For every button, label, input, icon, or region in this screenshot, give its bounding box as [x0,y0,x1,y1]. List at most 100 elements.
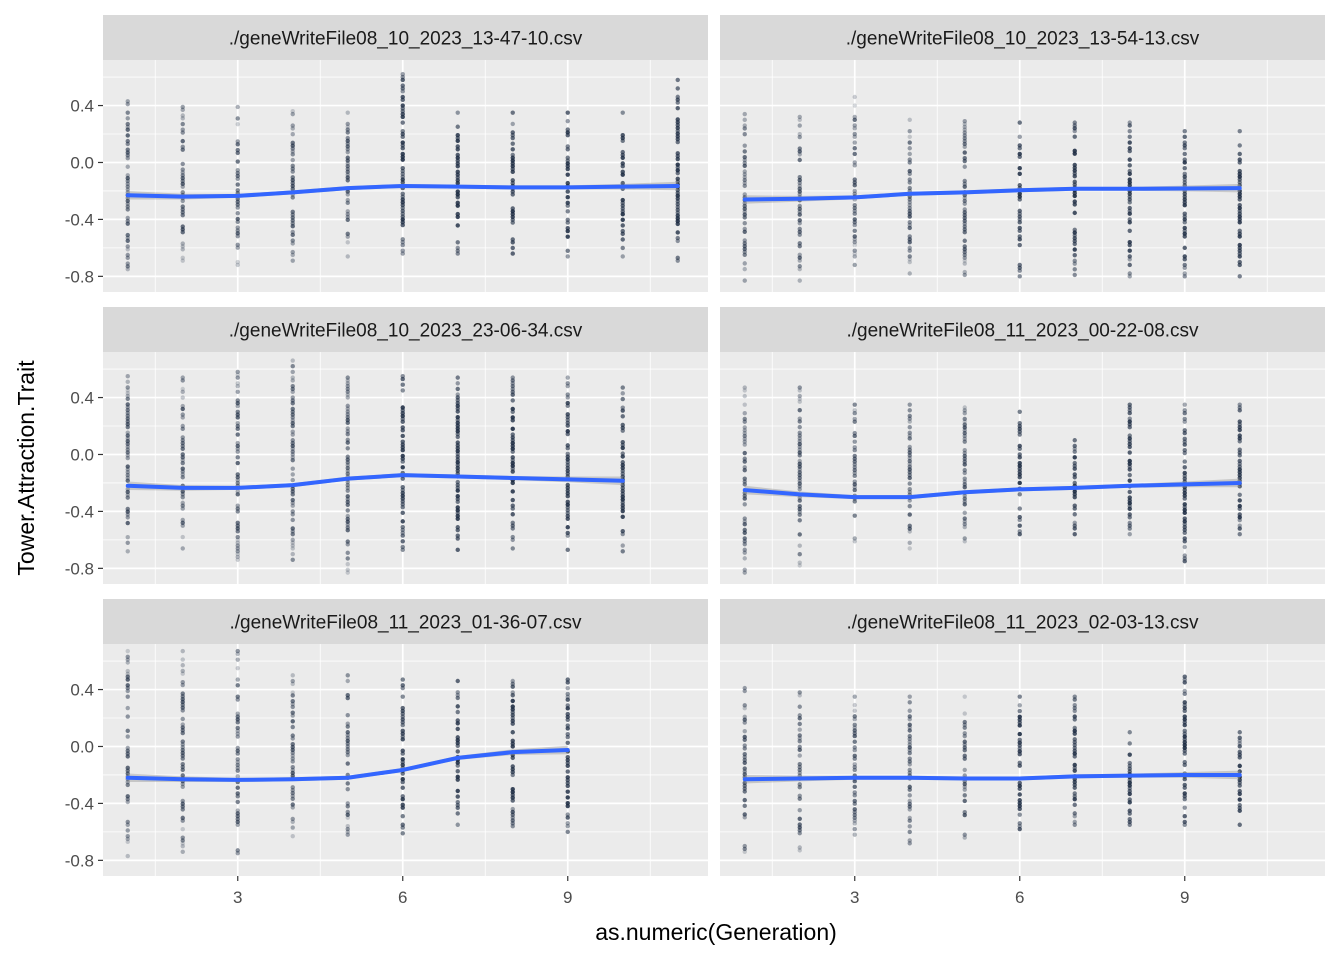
data-point [290,551,295,557]
data-point [742,131,747,137]
data-point [565,775,570,780]
data-point [1237,402,1242,407]
data-point [797,481,802,486]
data-point [1017,183,1022,188]
data-point [510,546,515,551]
data-point [235,745,240,751]
data-point [400,72,405,77]
data-point [565,381,570,386]
data-point [290,825,295,830]
data-point [510,537,515,543]
data-point [852,790,857,795]
data-point [510,520,515,525]
data-point [345,446,350,451]
data-point [290,681,295,687]
data-point [1072,460,1077,466]
data-point [797,134,802,140]
data-point [742,212,747,217]
data-point [852,832,857,837]
data-point [235,188,240,193]
facet-strip-background [720,599,1325,644]
data-point [962,436,967,442]
data-point [235,225,240,230]
data-point [290,497,295,503]
panel-background [720,60,1325,292]
data-point [962,711,967,716]
data-point [907,151,912,157]
data-point [1127,752,1132,757]
data-point [742,416,747,422]
data-point [962,450,967,456]
data-point [797,433,802,438]
data-point [907,824,912,829]
data-point [125,116,130,121]
data-point [345,138,350,144]
data-point [1017,708,1022,714]
data-point [125,475,130,481]
data-point [1182,211,1187,216]
data-point [742,780,747,786]
data-point [742,797,747,803]
data-point [1017,480,1022,486]
y-tick-label: -0.4 [65,794,94,813]
data-point [400,748,405,753]
data-point [1237,523,1242,528]
data-point [1237,447,1242,452]
data-point [455,110,460,115]
data-point [345,482,350,488]
data-point [565,375,570,380]
facet-strip-label: ./geneWriteFile08_11_2023_01-36-07.csv [229,613,582,634]
data-point [125,433,130,438]
data-point [742,717,747,722]
data-point [125,252,130,258]
data-point [1237,202,1242,208]
data-point [565,155,570,160]
x-tick-label: 6 [398,888,407,907]
data-point [1072,134,1077,139]
data-point [852,430,857,436]
data-point [1072,694,1077,699]
data-point [797,114,802,120]
data-point [797,419,802,424]
data-point [962,767,967,773]
data-point [1237,128,1242,134]
data-point [510,398,515,403]
data-point [290,252,295,258]
data-point [907,425,912,430]
data-point [620,237,625,242]
data-point [565,711,570,717]
data-point [235,259,240,265]
data-point [125,728,130,734]
data-point [455,788,460,794]
data-point [1127,239,1132,245]
data-point [852,188,857,194]
data-point [125,388,130,393]
data-point [290,398,295,403]
data-point [1182,402,1187,407]
data-point [345,121,350,127]
x-tick-label: 9 [563,888,572,907]
data-point [742,688,747,694]
data-point [907,419,912,424]
data-point [125,218,130,224]
data-point [1237,157,1242,162]
data-point [1237,741,1242,746]
data-point [510,809,515,815]
data-point [180,241,185,246]
data-point [675,151,680,156]
data-point [510,693,515,698]
data-point [290,517,295,523]
data-point [235,791,240,796]
data-point [510,497,515,503]
data-point [1017,208,1022,214]
data-point [345,403,350,409]
data-point [125,839,130,845]
data-point [742,527,747,533]
data-point [907,436,912,441]
data-point [797,721,802,727]
data-point [180,838,185,843]
data-point [180,826,185,832]
data-point [907,793,912,798]
data-point [1182,245,1187,251]
data-point [962,150,967,155]
